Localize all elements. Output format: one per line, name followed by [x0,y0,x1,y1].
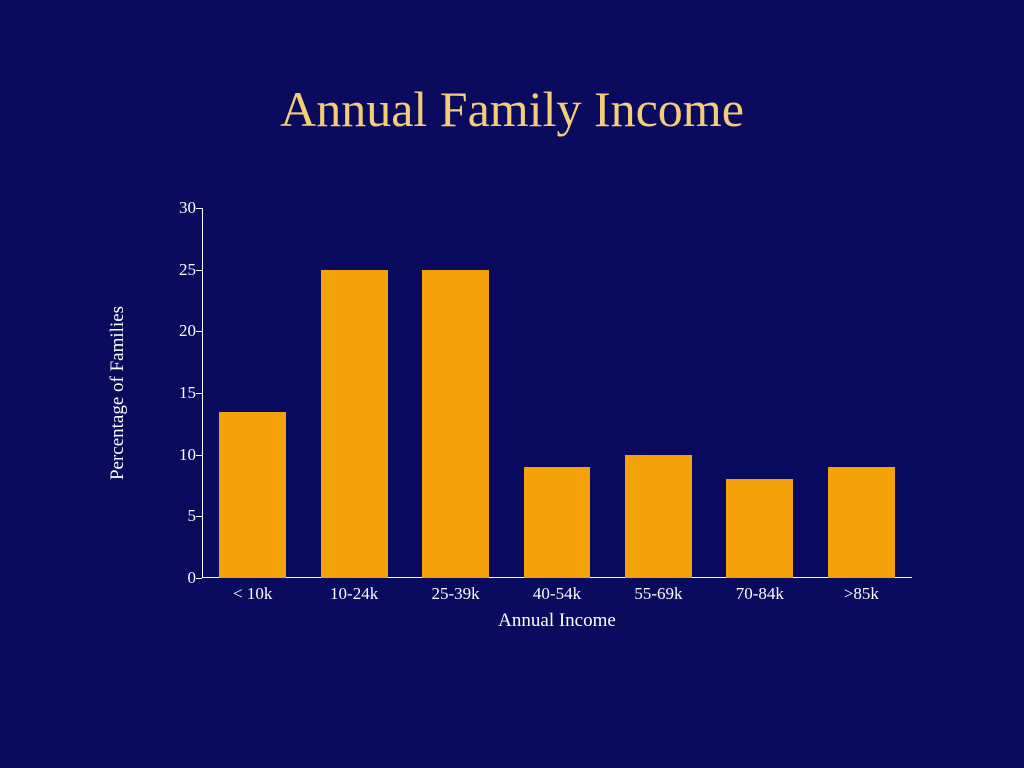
bar [726,479,793,578]
income-bar-chart: Percentage of Families Annual Income 051… [172,208,912,618]
plot-area: Annual Income 051015202530< 10k10-24k25-… [202,208,912,578]
bar [422,270,489,578]
y-axis-title: Percentage of Families [107,306,129,480]
x-tick-label: >85k [844,584,879,604]
y-tick-label: 0 [188,568,197,588]
bar [828,467,895,578]
x-tick-label: 70-84k [736,584,784,604]
y-tick [196,270,202,271]
x-tick-label: 10-24k [330,584,378,604]
y-tick [196,393,202,394]
y-tick-label: 10 [179,445,196,465]
y-tick [196,331,202,332]
y-tick-label: 25 [179,260,196,280]
x-tick-label: < 10k [233,584,272,604]
bars-container [202,208,912,578]
bar [625,455,692,578]
bar [219,412,286,579]
x-tick-label: 25-39k [431,584,479,604]
slide-title: Annual Family Income [0,80,1024,138]
y-tick [196,208,202,209]
y-tick [196,516,202,517]
y-tick-label: 30 [179,198,196,218]
x-tick-label: 55-69k [634,584,682,604]
y-tick-label: 20 [179,321,196,341]
y-tick-label: 15 [179,383,196,403]
x-tick-label: 40-54k [533,584,581,604]
y-tick [196,455,202,456]
y-tick-label: 5 [188,506,197,526]
bar [524,467,591,578]
y-tick [196,578,202,579]
x-axis-title: Annual Income [202,610,912,632]
bar [321,270,388,578]
